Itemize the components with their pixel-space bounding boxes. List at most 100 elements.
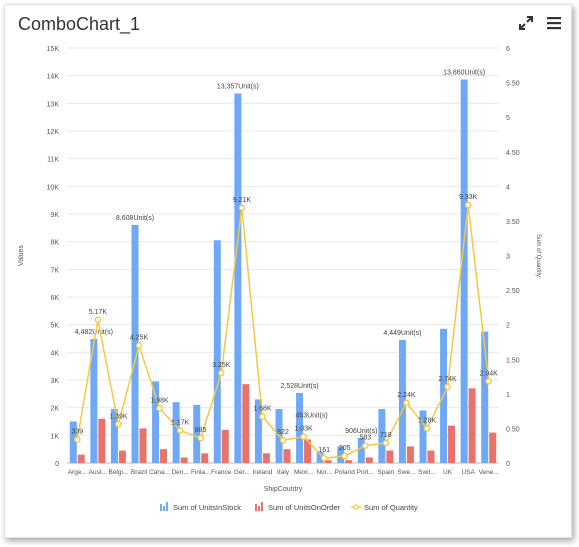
legend-swatch (261, 502, 263, 511)
y-tick-label: 12K (47, 129, 60, 136)
x-axis-title: ShipCountry (264, 486, 303, 493)
line-data-label: 205 (339, 445, 351, 452)
y-tick-label: 14K (47, 74, 60, 81)
bar-units-on-order (283, 449, 291, 463)
x-tick-label: Nor... (316, 469, 332, 476)
quantity-point (73, 436, 81, 443)
quantity-point (94, 316, 102, 324)
y2-tick-label: 0.50 (506, 426, 520, 433)
y2-axis-title: Sum of Quantity (535, 234, 541, 277)
bar-units-on-order (221, 429, 229, 463)
bar-units-in-stock (316, 451, 324, 463)
expand-icon[interactable] (517, 14, 535, 32)
bar-data-label: 13,860Unit(s) (443, 70, 485, 77)
bar-units-on-order (242, 384, 250, 463)
quantity-point (300, 433, 307, 441)
bar-data-label: 2,528Unit(s) (281, 383, 319, 390)
y2-tick-label: 3.50 (506, 219, 520, 226)
line-data-label: 2.74K (438, 376, 457, 383)
bar-units-on-order (98, 418, 106, 463)
bar-units-in-stock (152, 381, 160, 463)
bar-units-on-order (118, 450, 126, 463)
bar-data-label: 4,482Unit(s) (75, 329, 113, 336)
line-data-label: 583 (359, 435, 371, 442)
x-tick-label: Swe... (397, 469, 415, 476)
x-tick-label: Finla... (191, 469, 211, 476)
bar-units-in-stock (357, 437, 365, 463)
widget-title: ComboChart_1 (18, 14, 141, 34)
legend-swatch (163, 506, 165, 511)
line-data-label: 1.17K (171, 419, 190, 426)
y-tick-label: 4K (50, 350, 59, 357)
y2-tick-label: 2.50 (506, 288, 520, 295)
bar-units-in-stock (378, 409, 386, 463)
y-axis-title: Values (18, 245, 25, 266)
y2-tick-label: 0 (506, 461, 510, 468)
y-tick-label: 5K (50, 323, 59, 330)
x-tick-label: France (211, 469, 232, 476)
line-data-label: 3.25K (212, 362, 231, 369)
x-tick-label: Cana... (149, 469, 170, 476)
line-data-label: 5.17K (89, 309, 108, 316)
y-tick-label: 2K (50, 406, 59, 413)
line-data-label: 1.98K (150, 397, 169, 404)
y2-tick-label: 2 (506, 323, 510, 330)
bar-data-label: 906Unit(s) (345, 428, 377, 435)
x-tick-label: Arge... (68, 469, 87, 476)
y-tick-label: 10K (47, 184, 60, 191)
bar-units-in-stock (213, 240, 221, 463)
y-tick-label: 8K (50, 240, 59, 247)
bar-units-on-order (77, 454, 85, 463)
x-tick-label: Den... (171, 469, 189, 476)
legend-swatch (258, 506, 260, 511)
line-data-label: 339 (71, 429, 83, 436)
legend-label: Sum of Quantity (364, 503, 418, 512)
y-tick-label: 9K (50, 212, 59, 219)
line-data-label: 161 (318, 447, 330, 454)
x-tick-label: Ireland (252, 469, 272, 476)
bar-units-on-order (180, 457, 188, 463)
x-tick-label: Aust... (89, 469, 108, 476)
bar-data-label: 13,357Unit(s) (217, 83, 259, 90)
y-tick-label: 1K (50, 433, 59, 440)
y-tick-label: 11K (47, 157, 59, 164)
y2-tick-label: 4.50 (506, 150, 520, 157)
line-data-label: 9.21K (233, 197, 252, 204)
quantity-point (197, 434, 205, 442)
bar-units-in-stock (398, 339, 406, 463)
legend-swatch (160, 504, 162, 511)
y-tick-label: 0 (55, 461, 59, 468)
bar-units-on-order (160, 449, 168, 463)
line-data-label: 9.33K (459, 194, 478, 201)
menu-icon[interactable] (545, 14, 563, 32)
line-data-label: 1.68K (253, 406, 272, 413)
quantity-point (115, 420, 122, 428)
line-data-label: 1.39K (109, 413, 128, 420)
x-tick-label: Vene... (479, 469, 499, 476)
line-data-label: 822 (277, 429, 289, 436)
bar-units-on-order (406, 446, 414, 463)
bar-units-on-order (304, 439, 312, 463)
y2-tick-label: 5 (506, 115, 510, 122)
quantity-point (423, 425, 431, 432)
bar-units-in-stock (172, 402, 180, 463)
quantity-point (156, 405, 163, 412)
bar-units-in-stock (234, 93, 242, 463)
quantity-point (382, 439, 390, 447)
y2-tick-label: 6 (506, 46, 510, 53)
bar-units-in-stock (337, 446, 345, 463)
bar-units-on-order (365, 457, 373, 463)
line-data-label: 4.25K (130, 334, 149, 341)
y-tick-label: 13K (47, 101, 60, 108)
quantity-point (135, 342, 143, 349)
quantity-point (464, 201, 472, 209)
chart-widget: ComboChart_1 0 1K 2K 3K 4K 5K 6K 7K 8K 9K 10K 11K 12… (4, 4, 572, 538)
legend-swatch (353, 504, 359, 510)
x-tick-label: Mexi... (294, 469, 313, 476)
y-tick-label: 6K (50, 295, 59, 302)
quantity-point (279, 436, 287, 444)
line-data-label: 1.03K (294, 426, 313, 433)
bar-units-on-order (345, 460, 353, 463)
line-data-label: 2.24K (397, 392, 416, 399)
bar-data-label: 8,608Unit(s) (116, 215, 154, 222)
